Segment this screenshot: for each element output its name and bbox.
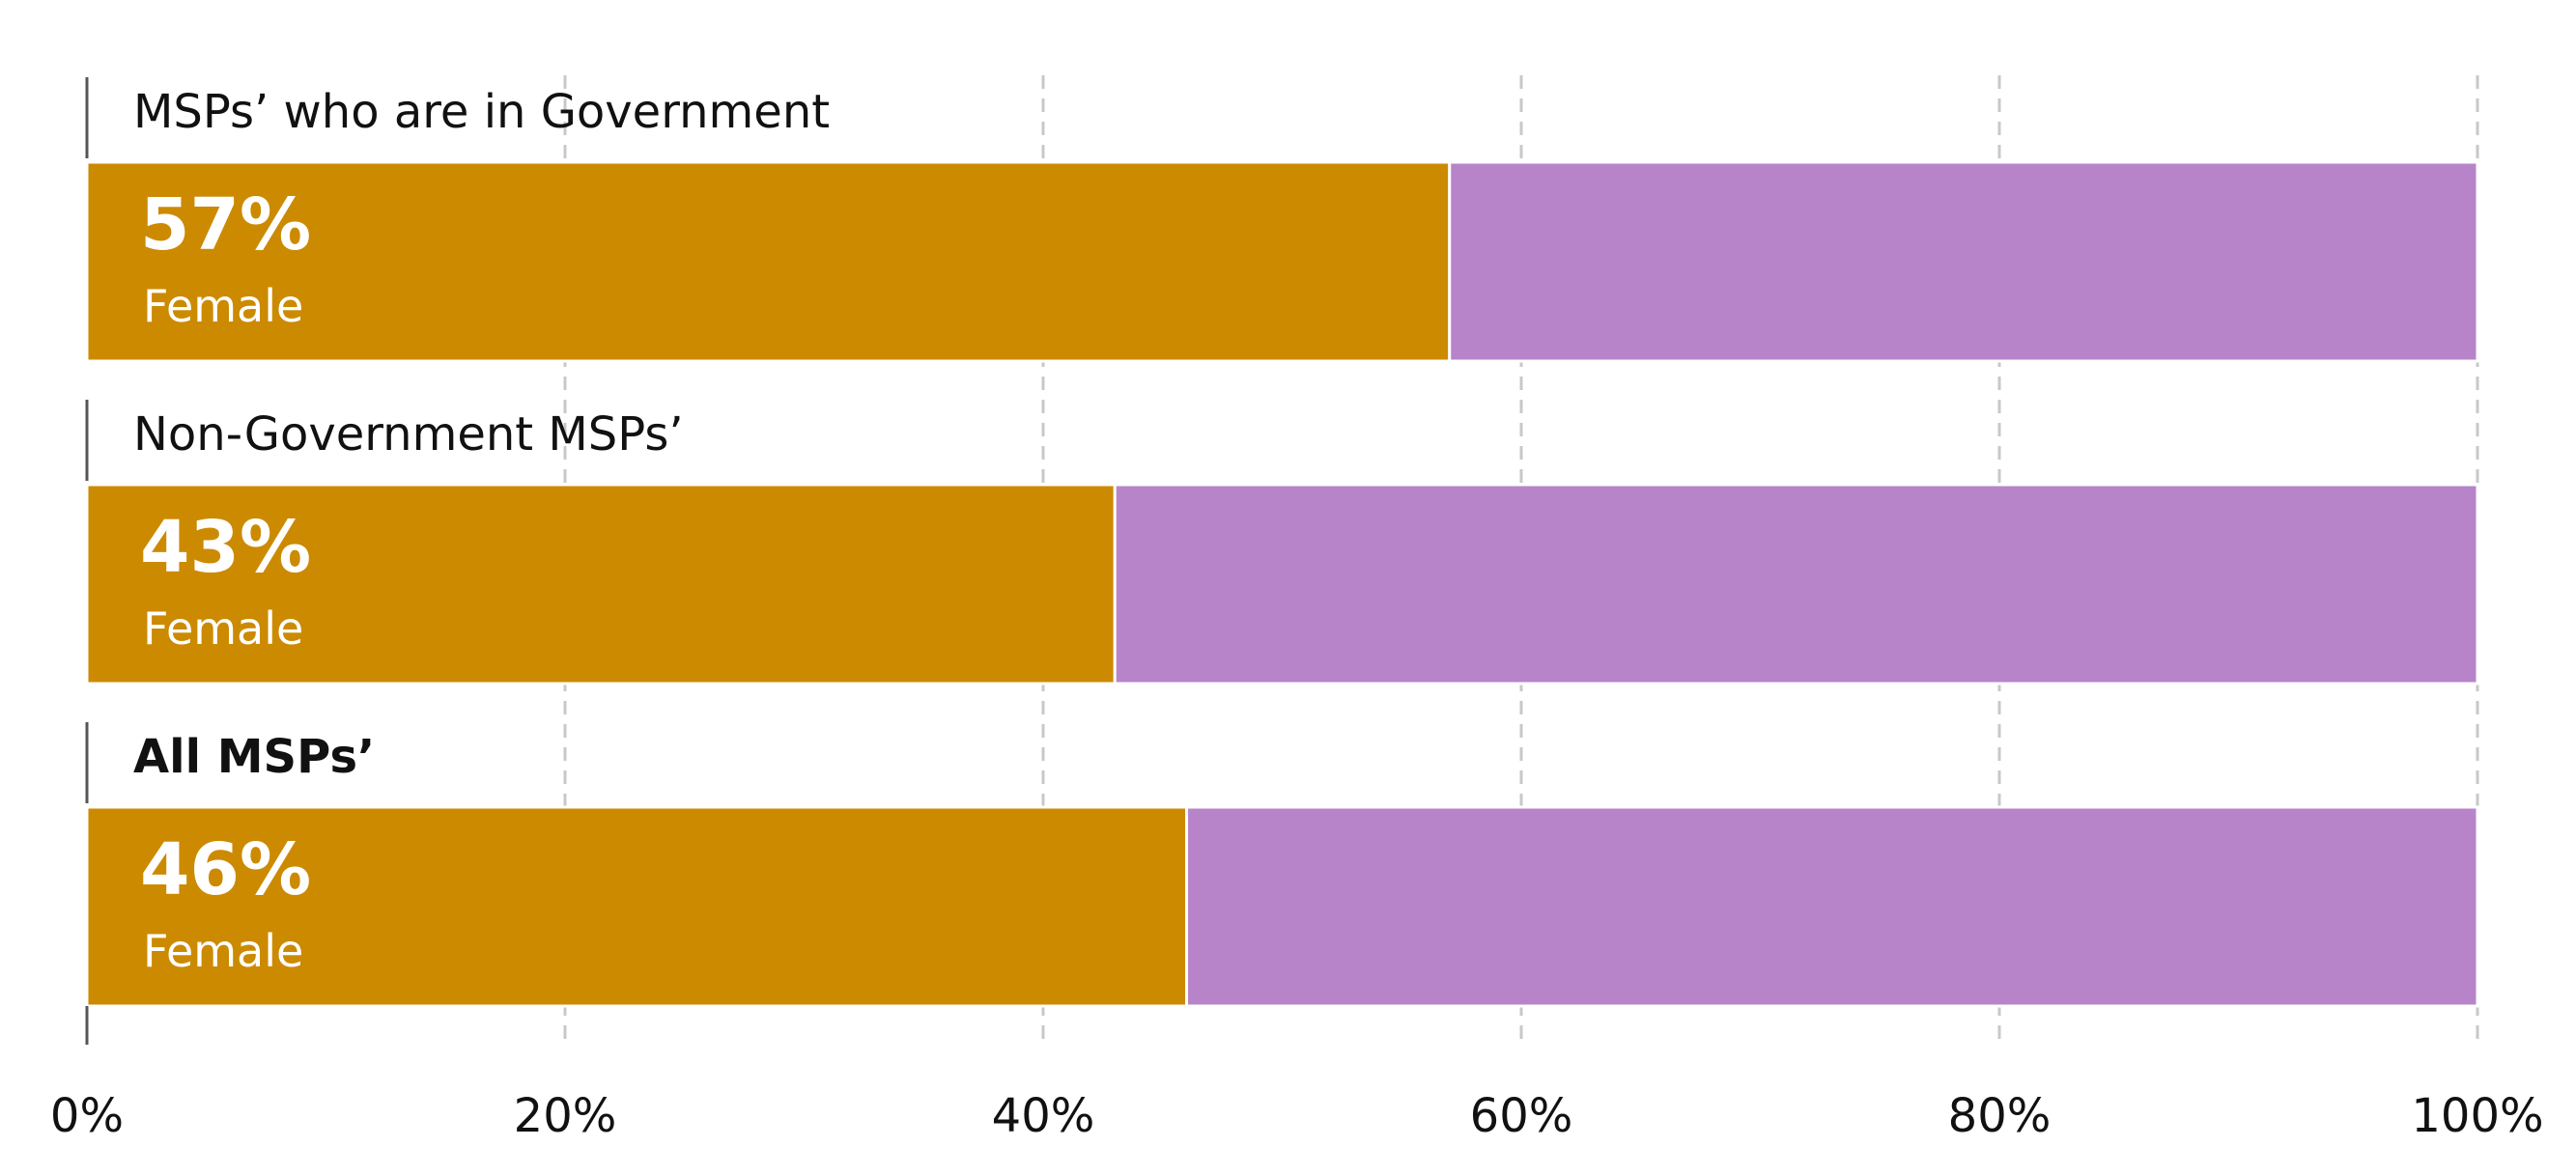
bar-segment-2 (1448, 160, 2479, 363)
category-label: MSPs’ who are in Government (133, 85, 830, 139)
x-tick-label: 100% (2411, 1089, 2543, 1143)
data-label-value: 43% (140, 506, 311, 589)
data-label-sub: Female (143, 280, 303, 332)
bar-segment-1 (85, 160, 1452, 363)
category-label: All MSPs’ (133, 730, 375, 784)
bar-segment-2 (1185, 805, 2479, 1008)
data-label-value: 46% (140, 828, 311, 911)
x-axis: 0% 20% 40% 60% 80% 100% (50, 1006, 2544, 1143)
x-tick-label: 0% (50, 1089, 124, 1143)
x-tick-label: 20% (514, 1089, 617, 1143)
x-tick-label: 60% (1470, 1089, 1573, 1143)
x-tick-label: 80% (1948, 1089, 2052, 1143)
data-label-value: 57% (140, 183, 311, 266)
category-label: Non-Government MSPs’ (133, 407, 684, 462)
bar-segment-1 (85, 805, 1188, 1008)
data-label-sub: Female (143, 602, 303, 655)
data-label-sub: Female (143, 925, 303, 977)
bars-group: MSPs’ who are in Government 57% Female Non-… (85, 77, 2479, 1008)
bar-segment-2 (1113, 483, 2479, 685)
bar-segment-1 (85, 483, 1117, 685)
x-tick-label: 40% (992, 1089, 1095, 1143)
